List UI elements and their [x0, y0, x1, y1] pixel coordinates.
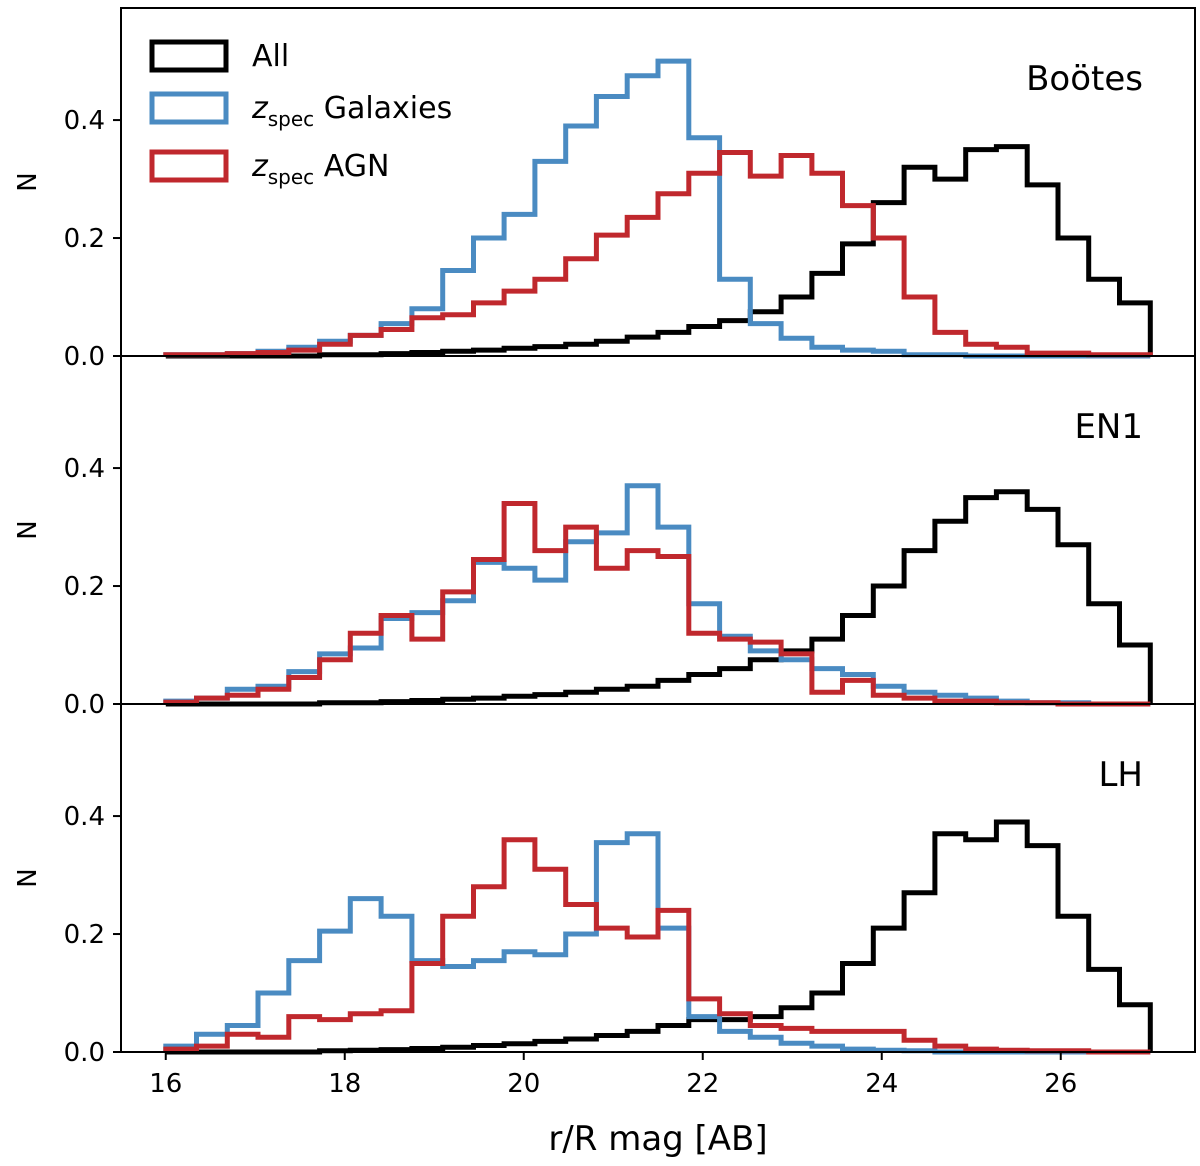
- histogram-step-1-1: [163, 483, 1151, 707]
- x-axis-title: r/R mag [AB]: [548, 1119, 767, 1159]
- legend-swatch-0: [149, 39, 229, 73]
- histogram-step-2-0: [165, 819, 1153, 1055]
- x-tick-label: 16: [149, 1069, 182, 1099]
- y-tick-label: 0.0: [64, 342, 105, 372]
- x-tick-label: 26: [1044, 1069, 1077, 1099]
- legend-label-2: zspec AGN: [251, 149, 389, 189]
- panel-0: 0.0 0.2 0.4 N Boötes: [13, 7, 1196, 372]
- histogram-step-2-2: [163, 837, 1151, 1055]
- y-axis-label: N: [13, 520, 43, 539]
- panel-2: 0.0 0.2 0.4 N LH 16 18 20 22 24 26: [13, 703, 1196, 1099]
- panel-frame: [120, 703, 1196, 1053]
- y-tick-label: 0.2: [64, 572, 105, 602]
- legend-swatch-1: [149, 91, 229, 125]
- y-tick-label: 0.0: [64, 1038, 105, 1068]
- y-tick-label: 0.4: [64, 454, 105, 484]
- histogram-step-2-1: [163, 831, 1151, 1055]
- histogram-step-0-2: [163, 150, 1153, 358]
- y-tick-label: 0.0: [64, 690, 105, 720]
- y-tick-label: 0.4: [64, 106, 105, 136]
- panel-1: 0.0 0.2 0.4 N EN1: [13, 355, 1196, 720]
- panel-label: Boötes: [1026, 59, 1143, 99]
- panel-label: EN1: [1074, 407, 1143, 447]
- panels-layer: 0.0 0.2 0.4 N Boötes 0.0 0.2 0.4 N EN1 0.0 0.2 0.4 N L…: [13, 7, 1196, 1099]
- histogram-step-0-0: [165, 144, 1153, 359]
- y-tick-label: 0.2: [64, 920, 105, 950]
- legend-swatch-2: [149, 149, 229, 183]
- y-tick-label: 0.2: [64, 224, 105, 254]
- y-axis-label: N: [13, 172, 43, 191]
- histogram-step-1-2: [163, 501, 1151, 707]
- x-tick-label: 24: [865, 1069, 898, 1099]
- legend-label-1: zspec Galaxies: [251, 91, 452, 131]
- panel-frame: [120, 355, 1196, 705]
- legend-label-0: All: [252, 39, 289, 74]
- y-axis-label: N: [13, 868, 43, 887]
- x-tick-label: 18: [328, 1069, 361, 1099]
- histogram-step-1-0: [165, 489, 1153, 707]
- panel-label: LH: [1098, 755, 1143, 795]
- legend: All zspec Galaxies zspec AGN: [149, 39, 452, 189]
- x-tick-label: 22: [686, 1069, 719, 1099]
- y-tick-label: 0.4: [64, 802, 105, 832]
- x-tick-label: 20: [507, 1069, 540, 1099]
